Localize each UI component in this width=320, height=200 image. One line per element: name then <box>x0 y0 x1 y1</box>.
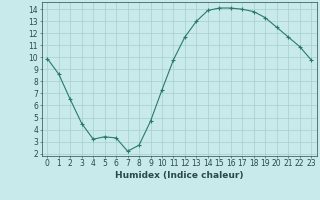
X-axis label: Humidex (Indice chaleur): Humidex (Indice chaleur) <box>115 171 244 180</box>
